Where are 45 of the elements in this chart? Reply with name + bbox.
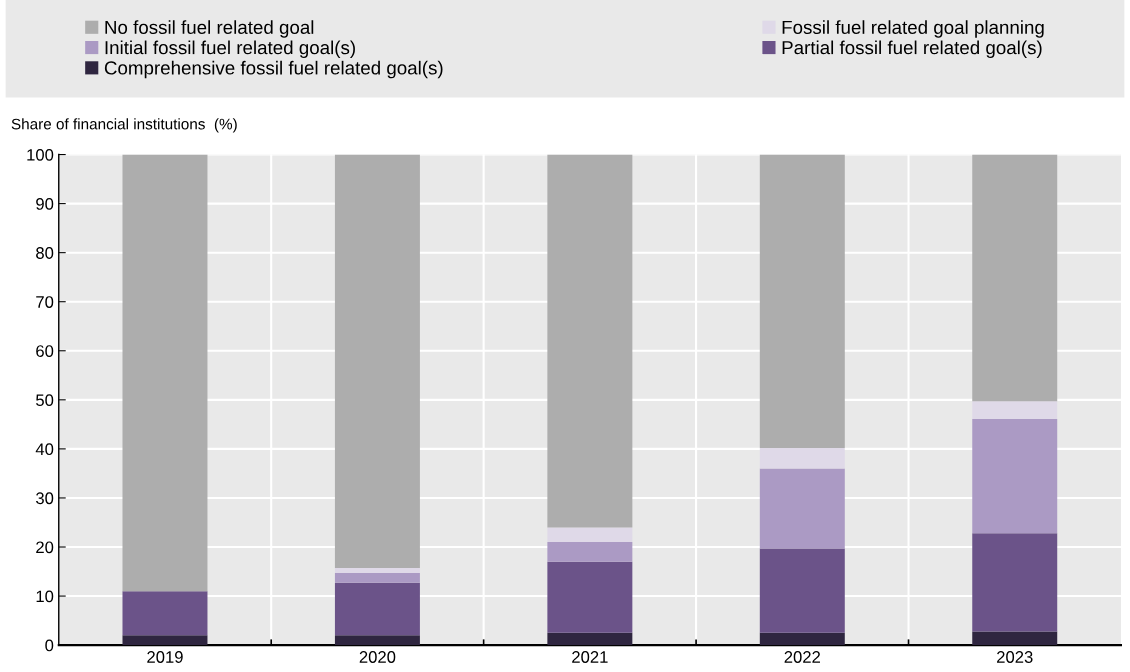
x-tick-label: 2020 bbox=[359, 651, 396, 663]
bar bbox=[547, 527, 633, 543]
bar bbox=[547, 542, 633, 562]
bar bbox=[972, 631, 1058, 646]
x-tick-label: 2023 bbox=[997, 651, 1033, 663]
bar bbox=[972, 154, 1058, 402]
x-tick-label: 2022 bbox=[784, 651, 820, 663]
bar bbox=[759, 154, 845, 448]
y-tick-label: 100 bbox=[27, 148, 54, 161]
bar bbox=[122, 154, 208, 592]
y-tick-label: 40 bbox=[35, 443, 54, 456]
bar bbox=[972, 418, 1058, 534]
y-tick-label: 30 bbox=[36, 492, 54, 505]
y-tick-label: 90 bbox=[36, 198, 54, 210]
legend-label: No fossil fuel related goal bbox=[105, 20, 314, 38]
bar bbox=[972, 401, 1058, 419]
bar bbox=[547, 561, 633, 633]
legend-label: Initial fossil fuel related goal(s) bbox=[105, 40, 355, 58]
bar bbox=[334, 573, 420, 583]
y-tick-label: 50 bbox=[36, 394, 54, 407]
bar bbox=[547, 154, 633, 528]
bar bbox=[334, 635, 420, 646]
legend-label: Comprehensive fossil fuel related goal(s) bbox=[104, 60, 443, 79]
bar bbox=[759, 548, 845, 633]
legend-label: Fossil fuel related goal planning bbox=[782, 20, 1044, 38]
y-tick-label: 80 bbox=[36, 247, 54, 259]
bar bbox=[122, 591, 208, 636]
bar bbox=[972, 533, 1058, 632]
bar bbox=[334, 568, 420, 574]
bar bbox=[334, 582, 420, 636]
bar bbox=[759, 632, 845, 646]
x-tick-label: 2021 bbox=[572, 651, 608, 663]
y-tick-label: 10 bbox=[36, 590, 54, 603]
x-tick-label: 2019 bbox=[147, 651, 183, 663]
bar bbox=[759, 447, 845, 469]
bar bbox=[547, 632, 633, 646]
y-tick-label: 60 bbox=[36, 345, 54, 357]
legend-label: Partial fossil fuel related goal(s) bbox=[782, 40, 1042, 58]
y-tick-label: 20 bbox=[36, 541, 54, 554]
bar bbox=[334, 154, 420, 569]
bar bbox=[122, 635, 208, 646]
y-tick-label: 70 bbox=[36, 296, 54, 308]
bar bbox=[759, 468, 845, 549]
y-tick-label: 0 bbox=[45, 639, 54, 652]
y-axis-title: Share of financial institutions (%) bbox=[11, 118, 237, 133]
